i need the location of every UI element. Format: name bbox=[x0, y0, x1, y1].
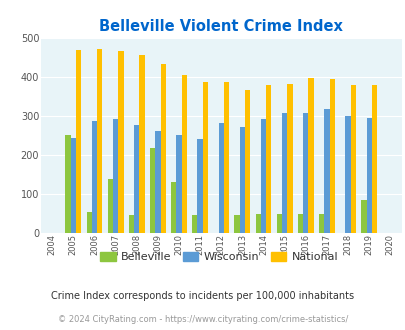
Bar bbox=[350, 85, 355, 233]
Legend: Belleville, Wisconsin, National: Belleville, Wisconsin, National bbox=[96, 248, 342, 267]
Bar bbox=[329, 79, 334, 233]
Bar bbox=[324, 109, 329, 233]
Bar bbox=[218, 123, 224, 233]
Bar bbox=[176, 135, 181, 233]
Bar bbox=[139, 55, 144, 233]
Bar bbox=[107, 179, 113, 233]
Bar bbox=[276, 214, 281, 233]
Bar bbox=[371, 85, 376, 233]
Bar bbox=[192, 215, 197, 233]
Bar bbox=[76, 50, 81, 233]
Bar bbox=[260, 119, 266, 233]
Bar bbox=[245, 90, 250, 233]
Bar bbox=[118, 51, 123, 233]
Bar bbox=[303, 114, 308, 233]
Bar bbox=[65, 135, 70, 233]
Bar bbox=[149, 148, 155, 233]
Bar bbox=[224, 82, 229, 233]
Bar bbox=[345, 116, 350, 233]
Bar bbox=[202, 82, 207, 233]
Text: © 2024 CityRating.com - https://www.cityrating.com/crime-statistics/: © 2024 CityRating.com - https://www.city… bbox=[58, 315, 347, 324]
Bar bbox=[70, 138, 76, 233]
Bar bbox=[360, 200, 366, 233]
Title: Belleville Violent Crime Index: Belleville Violent Crime Index bbox=[99, 19, 342, 34]
Text: Crime Index corresponds to incidents per 100,000 inhabitants: Crime Index corresponds to incidents per… bbox=[51, 291, 354, 301]
Bar bbox=[113, 118, 118, 233]
Bar bbox=[171, 182, 176, 233]
Bar bbox=[308, 78, 313, 233]
Bar bbox=[234, 215, 239, 233]
Bar bbox=[281, 114, 287, 233]
Bar bbox=[266, 85, 271, 233]
Bar bbox=[86, 213, 92, 233]
Bar bbox=[92, 121, 97, 233]
Bar bbox=[155, 131, 160, 233]
Bar bbox=[128, 215, 134, 233]
Bar bbox=[197, 139, 202, 233]
Bar bbox=[160, 64, 165, 233]
Bar bbox=[255, 214, 260, 233]
Bar bbox=[181, 75, 186, 233]
Bar bbox=[239, 127, 245, 233]
Bar bbox=[297, 214, 303, 233]
Bar bbox=[134, 125, 139, 233]
Bar bbox=[366, 118, 371, 233]
Bar bbox=[97, 49, 102, 233]
Bar bbox=[318, 214, 324, 233]
Bar bbox=[287, 83, 292, 233]
